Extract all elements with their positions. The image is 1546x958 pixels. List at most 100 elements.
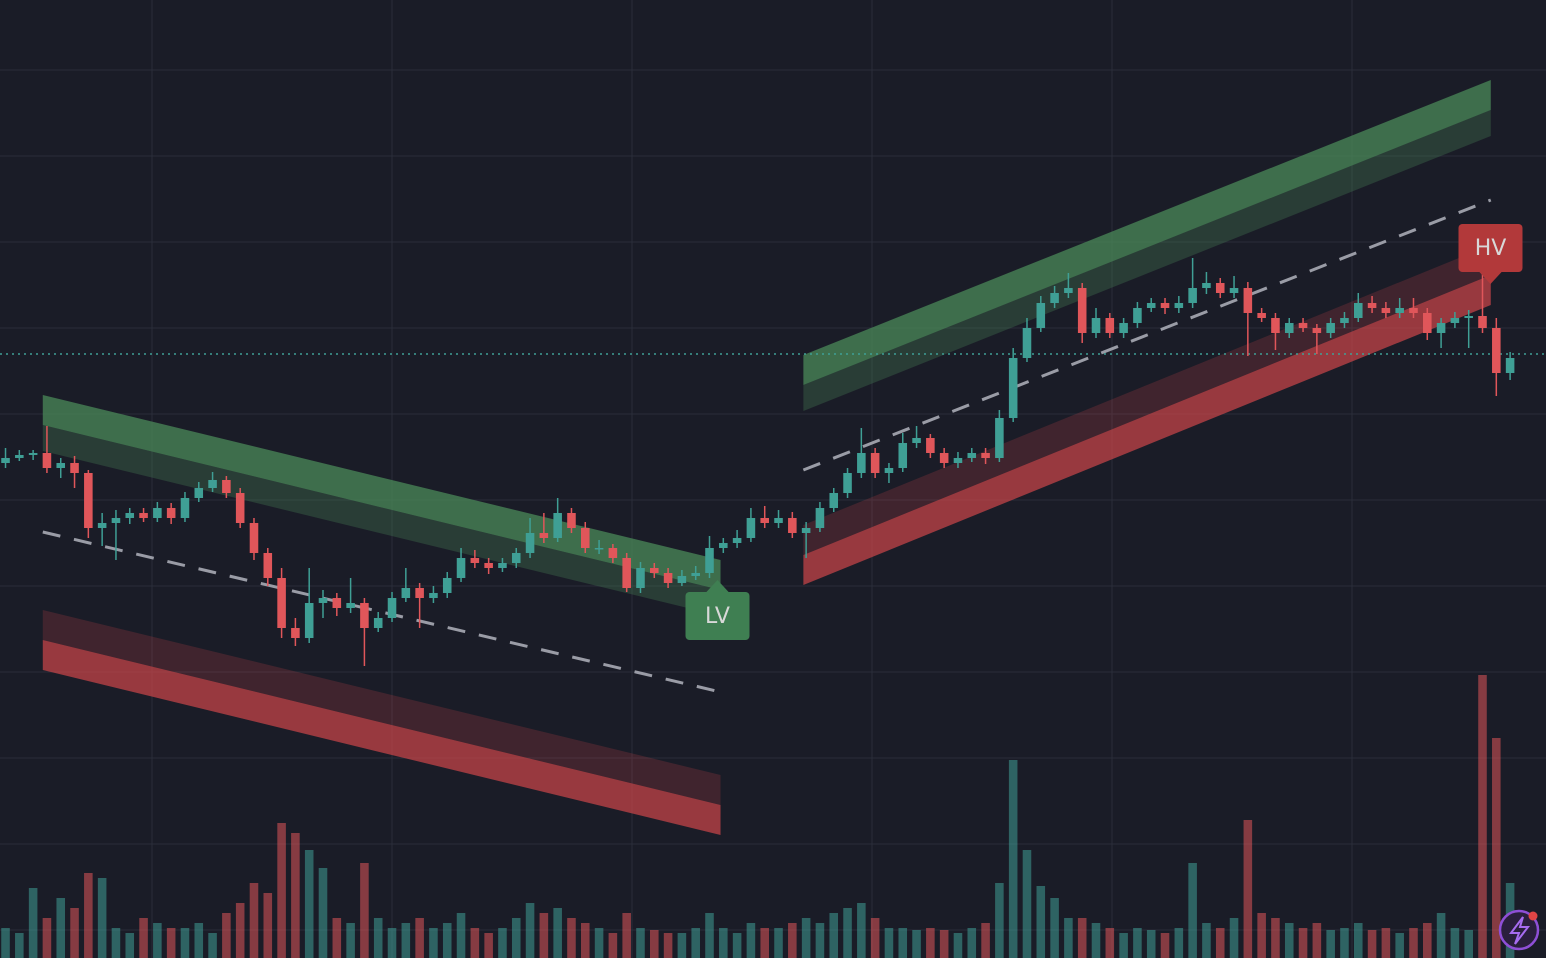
volume-bar [788,923,797,958]
volume-bar [1146,930,1156,958]
volume-bar [1050,898,1059,958]
app-icon[interactable] [1498,909,1540,951]
candle-body [304,603,314,638]
lower-band [42,640,721,835]
candle-body [1409,308,1418,313]
volume-bar [1188,863,1197,958]
candle-body [1,458,10,463]
candle-body [1202,283,1211,288]
volume-layer [1,675,1515,958]
upper-band-fade [803,110,1491,411]
candle-body [1353,303,1363,318]
candle-body [1229,288,1239,293]
volume-bar [263,893,273,958]
channel-layer [0,80,1546,835]
candle-body [1395,308,1404,313]
candle-body [663,573,673,583]
candle-body [1215,283,1225,293]
candle-body [1340,318,1349,323]
candle-body [442,578,452,593]
volume-bar [1436,913,1446,958]
volume-bar [346,923,355,958]
volume-bar [1229,918,1239,958]
candle-body [70,463,79,473]
volume-bar [111,928,121,958]
volume-bar [56,898,66,958]
candle-body [1008,358,1018,418]
volume-bar [608,933,618,958]
volume-bar [1064,918,1073,958]
candle-body [539,533,549,538]
candle-body [1271,318,1280,333]
volume-bar [304,850,314,958]
volume-bar [1202,923,1211,958]
candle-body [484,563,493,568]
volume-bar [1133,928,1142,958]
candle-body [1464,316,1473,318]
candle-body [788,518,797,533]
candle-body [525,533,535,553]
volume-bar [815,923,825,958]
volume-bar [1257,913,1266,958]
candle-body [180,498,190,518]
candle-body [636,568,645,588]
candle-body [567,513,576,528]
marker-pointer [705,580,730,593]
volume-bar [567,918,576,958]
volume-bar [401,923,411,958]
candle-body [387,598,397,618]
candle-body [373,618,383,628]
volume-bar [1450,928,1460,958]
volume-bar [801,918,811,958]
volume-bar [456,913,466,958]
volume-bar [884,928,894,958]
candle-body [42,453,52,468]
volume-bar [1119,933,1128,958]
volume-bar [829,913,839,958]
volume-bar [926,928,935,958]
candle-body [967,453,977,458]
volume-bar [732,933,742,958]
candle-body [1298,323,1308,328]
volume-bar [995,883,1004,958]
candle-body [1105,318,1115,333]
volume-bar [857,903,866,958]
volume-bar [650,930,659,958]
volume-bar [28,888,38,958]
candle-body [125,513,135,518]
volume-bar [208,933,217,958]
volume-bar [1215,928,1225,958]
lower-band [803,275,1491,585]
candle-body [1050,293,1059,303]
candle-body [801,528,811,533]
volume-bar [1160,933,1170,958]
volume-bar [898,928,908,958]
marker-layer: LV HV [685,224,1523,640]
candle-body [746,518,756,538]
candle-body [608,548,618,558]
volume-bar [939,930,949,958]
volume-bar [249,883,259,958]
candle-body [580,528,590,548]
volume-bar [677,933,687,958]
candle-body [981,453,990,458]
candle-body [56,463,66,468]
candle-body [1064,288,1073,293]
volume-bar [981,923,990,958]
candle-body [815,508,825,528]
candle-body [1367,303,1377,308]
upper-band [42,395,721,590]
volume-bar [1008,760,1018,958]
upper-band-fade [42,425,721,616]
candle-body [691,573,700,576]
volume-bar [1464,930,1473,958]
volume-bar [84,873,93,958]
volume-bar [1,928,10,958]
candle-body [926,438,935,453]
candle-body [760,518,769,523]
volume-bar [594,928,604,958]
volume-bar [967,928,977,958]
candle-layer [1,258,1515,666]
candle-body [1423,313,1432,333]
